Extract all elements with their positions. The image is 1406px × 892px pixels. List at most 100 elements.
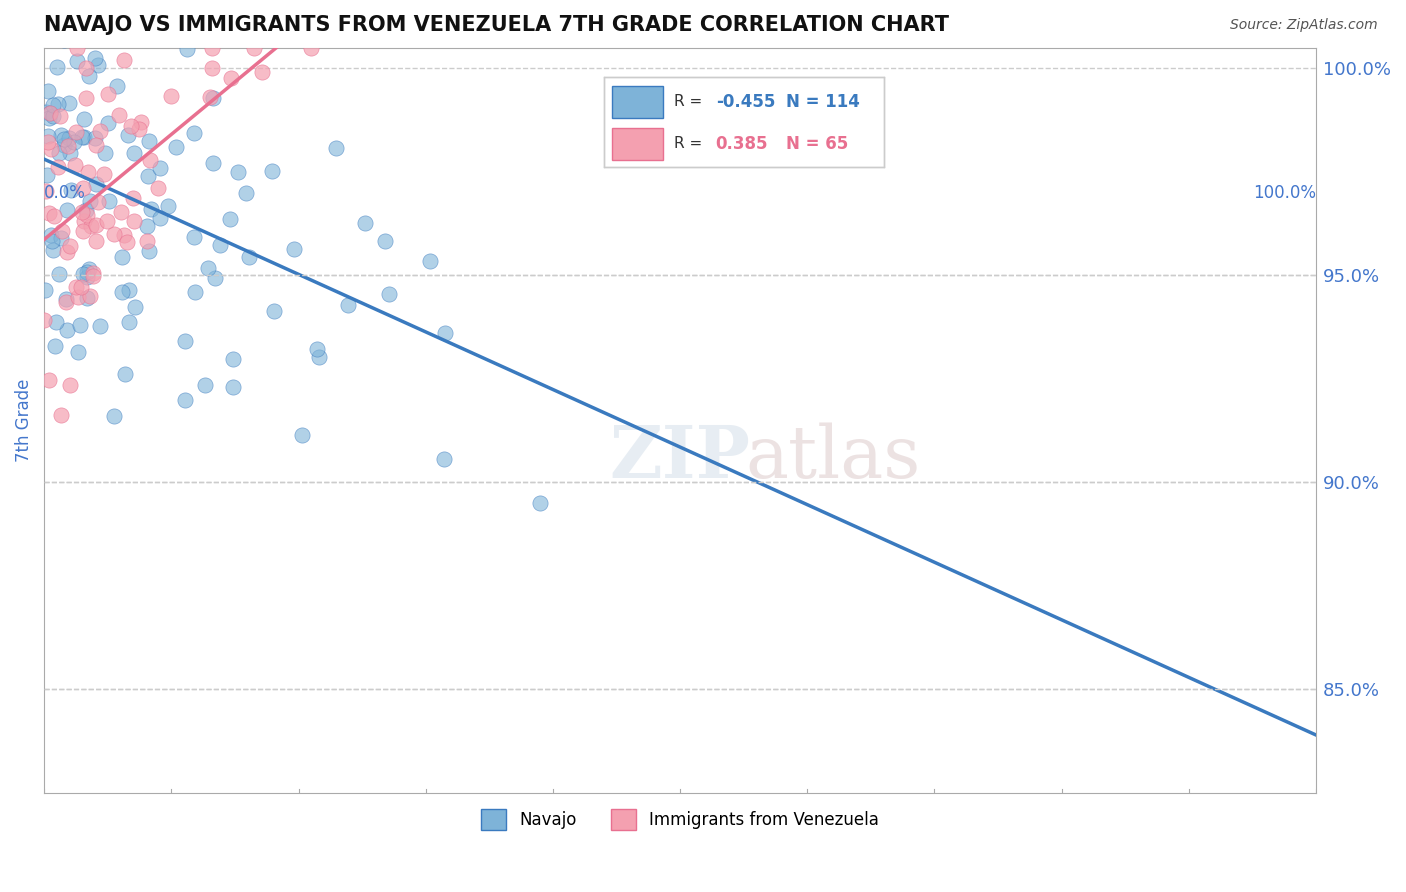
Point <box>87 194 110 209</box>
Point <box>117 235 139 249</box>
Point <box>59 145 82 160</box>
Point <box>149 211 172 226</box>
Point <box>260 164 283 178</box>
Point <box>46 160 69 174</box>
Point <box>34 284 56 298</box>
Point <box>37 84 59 98</box>
Point <box>173 334 195 348</box>
Point <box>56 202 79 217</box>
Point <box>67 345 90 359</box>
Point <box>197 260 219 275</box>
Point <box>75 91 97 105</box>
Point <box>76 269 98 284</box>
Point <box>45 315 67 329</box>
Point <box>194 377 217 392</box>
Point <box>97 87 120 102</box>
Point <box>63 158 86 172</box>
Point <box>59 239 82 253</box>
Point <box>184 285 207 300</box>
Point <box>373 234 395 248</box>
Point <box>138 244 160 258</box>
Point <box>183 230 205 244</box>
Text: 100.0%: 100.0% <box>1253 184 1316 202</box>
Point <box>122 214 145 228</box>
Point <box>103 409 125 423</box>
Point <box>305 342 328 356</box>
Point <box>201 91 224 105</box>
Point <box>222 380 245 394</box>
Point <box>291 428 314 442</box>
Point <box>135 234 157 248</box>
Point <box>218 212 240 227</box>
Point <box>55 292 77 306</box>
Point <box>433 451 456 466</box>
Point <box>58 95 80 110</box>
Point <box>46 60 69 74</box>
Point <box>35 185 58 199</box>
Point <box>160 88 183 103</box>
Point <box>115 20 138 34</box>
Point <box>55 245 77 260</box>
Point <box>96 214 118 228</box>
Point <box>174 392 197 407</box>
Point <box>84 51 107 65</box>
Point <box>122 191 145 205</box>
Point <box>37 129 59 144</box>
Point <box>201 155 224 169</box>
Point <box>111 250 134 264</box>
Point <box>52 138 75 153</box>
Point <box>120 119 142 133</box>
Point <box>110 204 132 219</box>
Point <box>243 40 266 54</box>
Point <box>221 71 243 86</box>
Point <box>89 124 111 138</box>
Point <box>59 378 82 392</box>
Point <box>37 136 59 150</box>
Point <box>250 64 273 78</box>
Point <box>118 283 141 297</box>
Point <box>65 279 87 293</box>
Point <box>72 224 94 238</box>
Point <box>114 54 136 68</box>
Point <box>60 182 83 196</box>
Point <box>76 291 98 305</box>
Point <box>38 111 60 125</box>
Point <box>70 129 93 144</box>
Point <box>209 238 232 252</box>
Point <box>75 20 97 34</box>
Point <box>73 129 96 144</box>
Point <box>38 106 60 120</box>
Point <box>141 20 163 34</box>
Point <box>138 134 160 148</box>
Point <box>35 104 58 119</box>
Text: atlas: atlas <box>745 422 921 492</box>
Point <box>77 70 100 84</box>
Point <box>86 177 108 191</box>
Legend: Navajo, Immigrants from Venezuela: Navajo, Immigrants from Venezuela <box>475 803 886 837</box>
Point <box>238 250 260 264</box>
Point <box>76 265 98 279</box>
Point <box>198 89 221 103</box>
Point <box>108 108 131 122</box>
Point <box>75 61 97 75</box>
Point <box>138 169 160 183</box>
Point <box>308 350 330 364</box>
Point <box>93 167 115 181</box>
Text: Source: ZipAtlas.com: Source: ZipAtlas.com <box>1230 18 1378 32</box>
Point <box>58 130 80 145</box>
Point <box>112 227 135 242</box>
Point <box>79 194 101 208</box>
Point <box>105 79 128 94</box>
Point <box>56 323 79 337</box>
Point <box>283 242 305 256</box>
Point <box>42 243 65 257</box>
Point <box>48 145 70 160</box>
Point <box>337 298 360 312</box>
Point <box>84 137 107 152</box>
Point <box>139 153 162 168</box>
Point <box>201 61 224 75</box>
Point <box>41 235 63 249</box>
Point <box>79 288 101 302</box>
Point <box>55 294 77 309</box>
Point <box>70 280 93 294</box>
